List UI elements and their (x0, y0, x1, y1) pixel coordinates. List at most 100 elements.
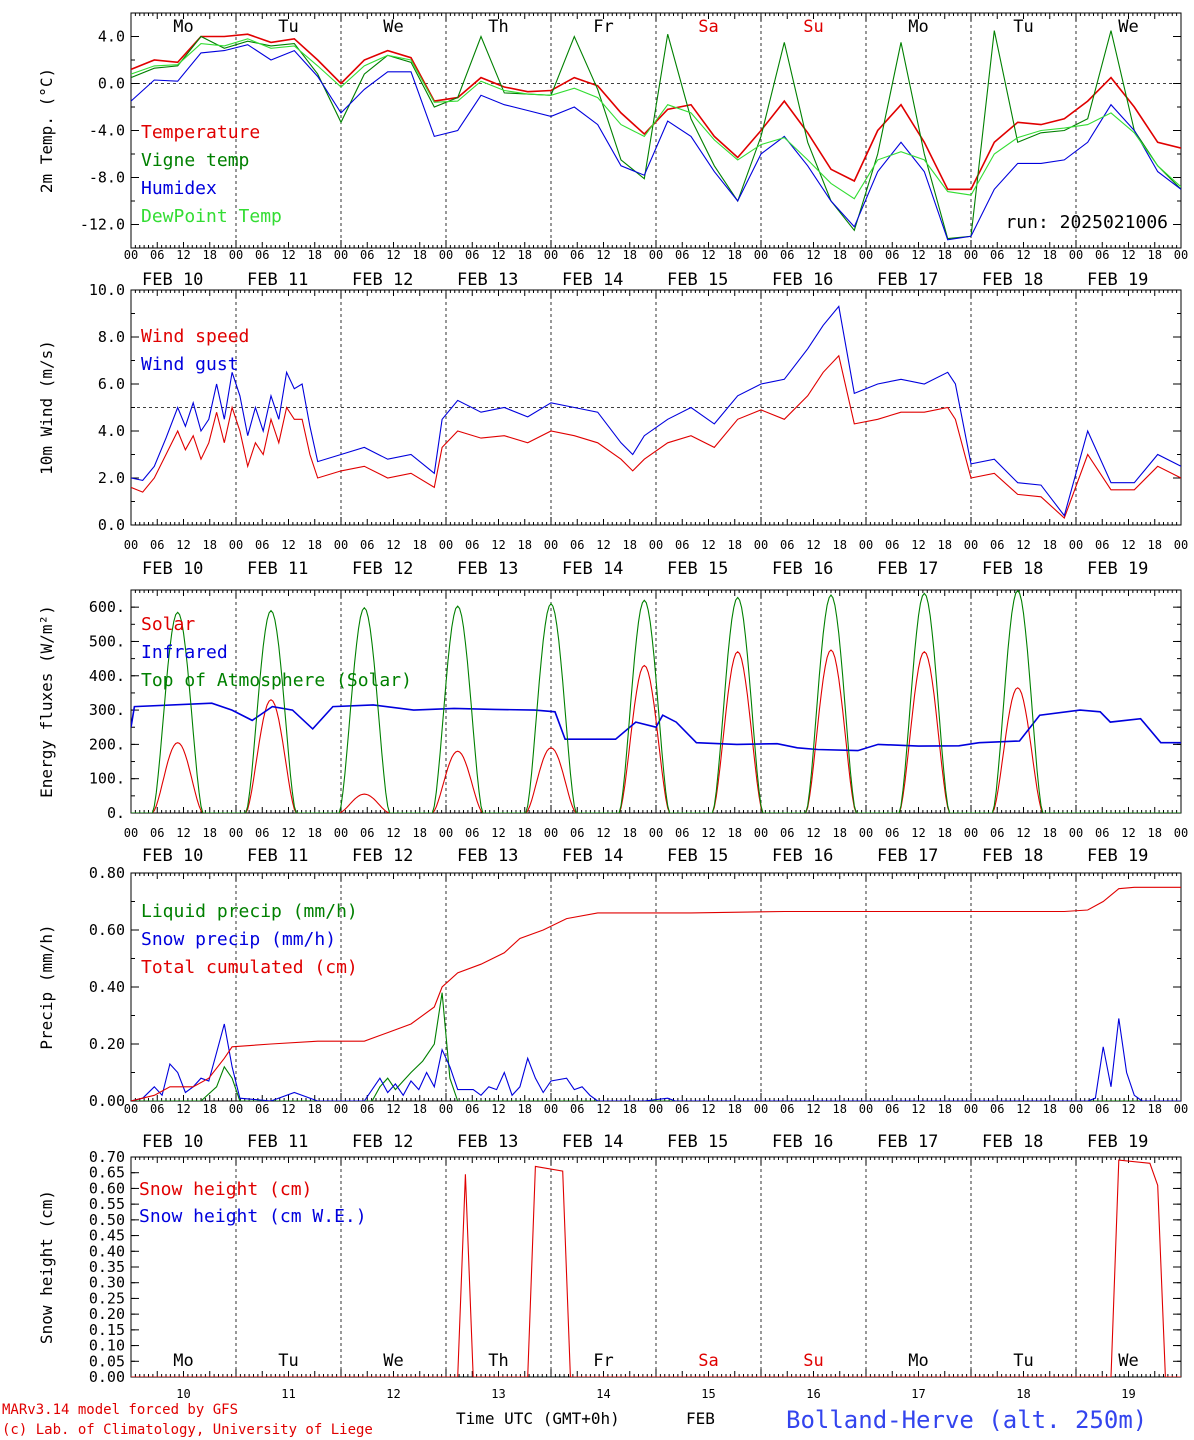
wind-x-tick-label: 00 (649, 538, 663, 552)
energy-y-tick-label: 200. (89, 735, 125, 753)
day-number: 11 (281, 1387, 295, 1401)
temp-x-tick-label: 12 (1121, 248, 1135, 262)
precip-x-tick-label: 12 (1016, 1102, 1030, 1116)
precip-x-tick-label: 12 (701, 1102, 715, 1116)
precip-x-tick-label: 12 (911, 1102, 925, 1116)
temp-x-tick-label: 18 (413, 248, 427, 262)
energy-x-tick-label: 00 (229, 826, 243, 840)
precip-x-tick-label: 18 (518, 1102, 532, 1116)
energy-x-tick-label: 06 (780, 826, 794, 840)
precip-x-tick-label: 12 (1121, 1102, 1135, 1116)
snow-y-tick-label: 0.50 (89, 1211, 125, 1229)
snow-y-tick-label: 0.30 (89, 1274, 125, 1292)
energy-series-0 (131, 649, 1181, 813)
temp-date-label: FEB 17 (877, 270, 938, 290)
temp-x-tick-label: 00 (859, 248, 873, 262)
precip-y-tick-label: 0.40 (89, 978, 125, 996)
energy-x-tick-label: 00 (334, 826, 348, 840)
energy-date-label: FEB 19 (1087, 846, 1148, 866)
precip-date-label: FEB 14 (562, 1132, 623, 1152)
snow-day-of-week: Fr (593, 1351, 613, 1371)
snow-y-tick-label: 0.65 (89, 1164, 125, 1182)
precip-x-tick-label: 00 (754, 1102, 768, 1116)
temp-x-tick-label: 12 (596, 248, 610, 262)
energy-x-tick-label: 00 (649, 826, 663, 840)
wind-date-label: FEB 12 (352, 559, 413, 579)
wind-legend-1: Wind gust (141, 354, 239, 375)
wind-x-tick-label: 18 (938, 538, 952, 552)
wind-x-tick-label: 00 (334, 538, 348, 552)
precip-legend-1: Snow precip (mm/h) (141, 929, 336, 950)
wind-y-axis-title: 10m Wind (m/s) (37, 340, 56, 475)
temp-day-of-week: Th (488, 17, 508, 37)
energy-x-tick-label: 12 (1016, 826, 1030, 840)
day-number: 15 (701, 1387, 715, 1401)
snow-y-tick-label: 0.60 (89, 1179, 125, 1197)
energy-x-tick-label: 18 (413, 826, 427, 840)
energy-date-label: FEB 10 (142, 846, 203, 866)
panel-energy: 00 06 12 18 00 06 12 18 00 06 12 18 00 06 12 18 00 06 12 18… (37, 589, 1188, 866)
precip-x-tick-label: 18 (728, 1102, 742, 1116)
wind-x-tick-label: 06 (1095, 538, 1109, 552)
wind-x-tick-label: 12 (491, 538, 505, 552)
energy-legend-1: Infrared (141, 642, 228, 663)
temp-x-tick-label: 00 (754, 248, 768, 262)
wind-x-tick-label: 00 (124, 538, 138, 552)
precip-x-tick-label: 18 (623, 1102, 637, 1116)
temp-x-tick-label: 18 (728, 248, 742, 262)
precip-y-axis-title: Precip (mm/h) (37, 924, 56, 1049)
energy-x-tick-label: 00 (754, 826, 768, 840)
temp-x-tick-label: 18 (938, 248, 952, 262)
temp-day-of-week: Fr (593, 17, 613, 37)
energy-date-label: FEB 12 (352, 846, 413, 866)
temp-date-label: FEB 19 (1087, 270, 1148, 290)
precip-y-tick-label: 0.00 (89, 1092, 125, 1110)
snow-series-0 (131, 1159, 1181, 1377)
temp-legend-1: Vigne temp (141, 150, 249, 171)
precip-x-tick-label: 00 (649, 1102, 663, 1116)
temp-day-of-week: Su (803, 17, 823, 37)
wind-x-tick-label: 18 (518, 538, 532, 552)
snow-day-of-week: Sa (698, 1351, 718, 1371)
precip-x-tick-label: 06 (255, 1102, 269, 1116)
temp-day-of-week: Tu (1013, 17, 1033, 37)
temp-legend-3: DewPoint Temp (141, 206, 282, 227)
energy-x-tick-label: 06 (675, 826, 689, 840)
temp-day-of-week: Tu (278, 17, 298, 37)
energy-x-tick-label: 12 (281, 826, 295, 840)
precip-x-tick-label: 00 (1069, 1102, 1083, 1116)
temp-y-tick-label: 4.0 (98, 28, 125, 46)
precip-x-tick-label: 00 (439, 1102, 453, 1116)
day-number: 18 (1016, 1387, 1030, 1401)
precip-x-tick-label: 12 (176, 1102, 190, 1116)
precip-date-label: FEB 10 (142, 1132, 203, 1152)
wind-x-tick-label: 06 (150, 538, 164, 552)
temp-day-of-week: Sa (698, 17, 718, 37)
snow-y-axis-title: Snow height (cm) (37, 1190, 56, 1344)
wind-x-tick-label: 06 (255, 538, 269, 552)
panel-precip: 00 06 12 18 00 06 12 18 00 06 12 18 00 06 12 18 00 06 12 18… (37, 864, 1188, 1152)
precip-x-tick-label: 12 (806, 1102, 820, 1116)
temp-x-tick-label: 06 (1095, 248, 1109, 262)
energy-x-tick-label: 00 (964, 826, 978, 840)
precip-x-tick-label: 18 (938, 1102, 952, 1116)
precip-y-tick-label: 0.60 (89, 921, 125, 939)
energy-x-tick-label: 00 (1174, 826, 1188, 840)
temp-series-3 (131, 38, 1181, 200)
temp-date-label: FEB 15 (667, 270, 728, 290)
snow-y-tick-label: 0.20 (89, 1305, 125, 1323)
temp-x-tick-label: 12 (701, 248, 715, 262)
precip-legend-2: Total cumulated (cm) (141, 957, 358, 978)
temp-x-tick-label: 06 (255, 248, 269, 262)
precip-x-tick-label: 06 (465, 1102, 479, 1116)
wind-x-tick-label: 00 (1174, 538, 1188, 552)
energy-x-tick-label: 12 (1121, 826, 1135, 840)
precip-x-tick-label: 00 (1174, 1102, 1188, 1116)
snow-day-of-week: Th (488, 1351, 508, 1371)
snow-y-tick-label: 0.40 (89, 1242, 125, 1260)
precip-x-tick-label: 18 (308, 1102, 322, 1116)
energy-x-tick-label: 06 (360, 826, 374, 840)
wind-x-tick-label: 12 (596, 538, 610, 552)
temp-x-tick-label: 18 (1148, 248, 1162, 262)
wind-date-label: FEB 19 (1087, 559, 1148, 579)
